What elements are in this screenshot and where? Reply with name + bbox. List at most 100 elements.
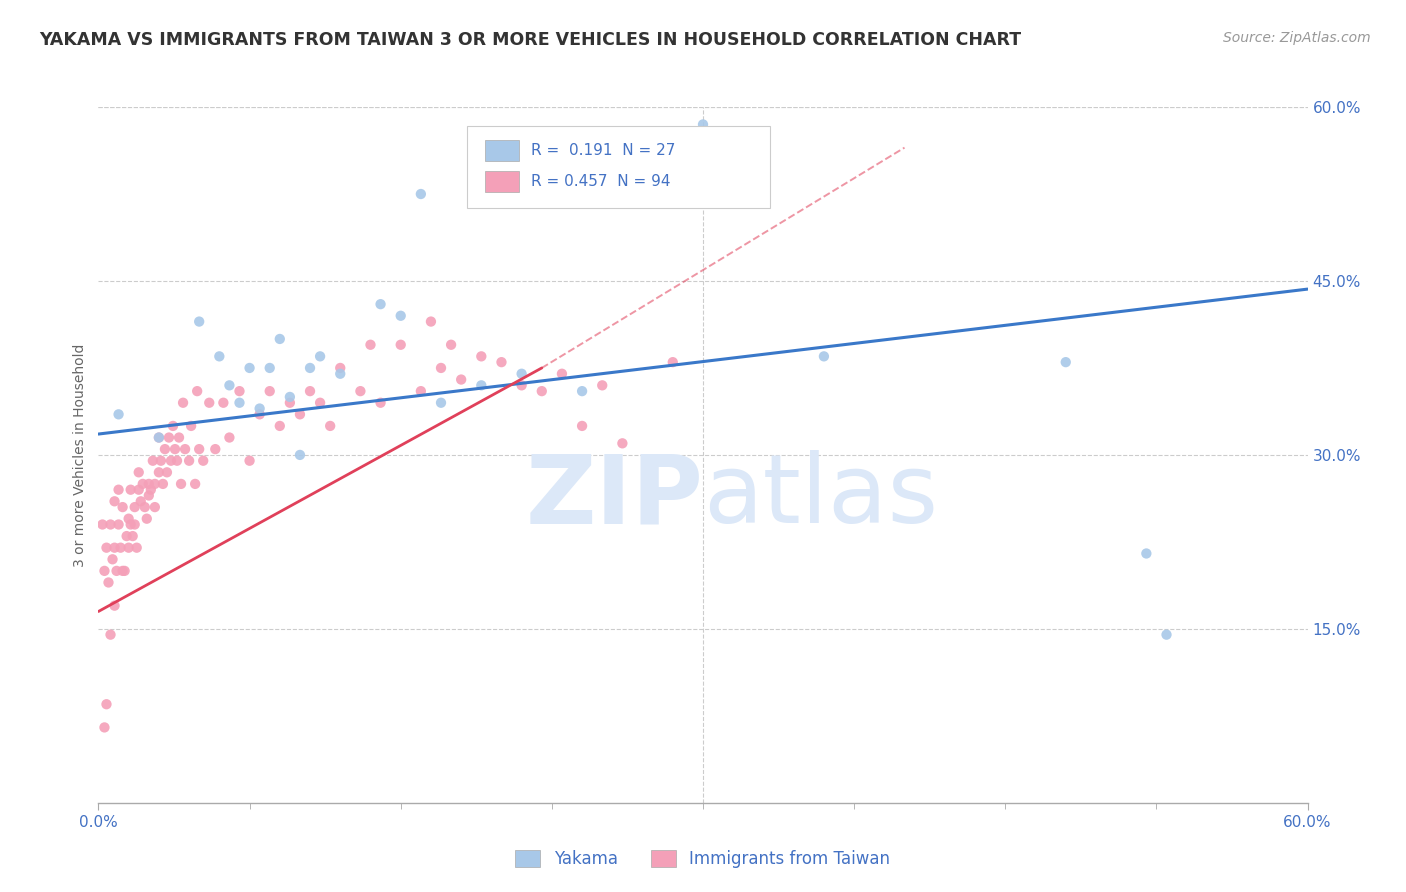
Point: [166, 453, 188, 467]
Point: [120, 483, 142, 497]
Point: [571, 384, 593, 398]
Point: [124, 517, 146, 532]
Point: [329, 367, 352, 381]
Point: [180, 418, 202, 433]
Point: [111, 564, 134, 578]
Point: [430, 396, 453, 410]
Point: [813, 349, 835, 364]
Point: [160, 453, 183, 467]
Point: [470, 378, 492, 392]
Point: [101, 552, 124, 566]
Point: [111, 500, 134, 514]
Point: [239, 453, 262, 467]
Point: [591, 378, 613, 392]
Point: [1054, 355, 1077, 369]
Point: [100, 628, 122, 642]
Point: [105, 564, 128, 578]
Point: [440, 337, 463, 351]
Point: [93, 721, 115, 735]
Y-axis label: 3 or more Vehicles in Household: 3 or more Vehicles in Household: [73, 343, 87, 566]
Point: [114, 564, 136, 578]
Point: [198, 396, 221, 410]
Point: [278, 396, 301, 410]
Point: [118, 511, 141, 525]
Point: [163, 442, 186, 456]
FancyBboxPatch shape: [485, 171, 519, 192]
Point: [103, 494, 125, 508]
Point: [103, 541, 125, 555]
Point: [186, 384, 208, 398]
Point: [278, 390, 301, 404]
Point: [228, 384, 250, 398]
Point: [299, 360, 322, 375]
Point: [349, 384, 371, 398]
FancyBboxPatch shape: [467, 126, 769, 208]
Point: [179, 453, 201, 467]
Point: [184, 476, 207, 491]
Point: [319, 418, 342, 433]
Point: [96, 698, 118, 712]
Point: [409, 384, 432, 398]
Point: [249, 401, 271, 416]
Point: [110, 541, 132, 555]
Point: [188, 442, 211, 456]
Point: [129, 494, 152, 508]
Point: [571, 418, 593, 433]
Text: atlas: atlas: [703, 450, 938, 543]
Point: [409, 186, 432, 201]
FancyBboxPatch shape: [485, 140, 519, 161]
Point: [128, 466, 150, 480]
Point: [193, 453, 215, 467]
Point: [132, 476, 155, 491]
Point: [208, 349, 231, 364]
Point: [107, 407, 129, 421]
Text: R =  0.191  N = 27: R = 0.191 N = 27: [531, 143, 676, 158]
Legend: Yakama, Immigrants from Taiwan: Yakama, Immigrants from Taiwan: [509, 843, 897, 874]
Point: [142, 453, 165, 467]
Point: [121, 529, 143, 543]
Point: [329, 360, 352, 375]
Point: [172, 396, 194, 410]
Point: [360, 337, 382, 351]
Point: [170, 476, 193, 491]
Text: YAKAMA VS IMMIGRANTS FROM TAIWAN 3 OR MORE VEHICLES IN HOUSEHOLD CORRELATION CHA: YAKAMA VS IMMIGRANTS FROM TAIWAN 3 OR MO…: [39, 31, 1022, 49]
Point: [218, 430, 240, 444]
Point: [128, 483, 150, 497]
Point: [143, 500, 166, 514]
Point: [167, 430, 190, 444]
Text: R = 0.457  N = 94: R = 0.457 N = 94: [531, 174, 671, 189]
Point: [157, 430, 180, 444]
Point: [269, 418, 291, 433]
Point: [139, 483, 162, 497]
Point: [662, 355, 685, 369]
Point: [125, 541, 148, 555]
Point: [430, 360, 453, 375]
Point: [259, 360, 281, 375]
Point: [115, 529, 138, 543]
Text: ZIP: ZIP: [524, 450, 703, 543]
Point: [389, 309, 412, 323]
Point: [134, 500, 156, 514]
Point: [299, 384, 322, 398]
Point: [135, 511, 157, 525]
Point: [530, 384, 553, 398]
Point: [269, 332, 291, 346]
Point: [249, 407, 271, 421]
Point: [491, 355, 513, 369]
Point: [204, 442, 226, 456]
Point: [148, 430, 170, 444]
Point: [228, 396, 250, 410]
Point: [148, 430, 170, 444]
Point: [1156, 628, 1178, 642]
Point: [107, 483, 129, 497]
Point: [259, 384, 281, 398]
Point: [1135, 546, 1157, 561]
Point: [612, 436, 634, 450]
Point: [309, 349, 332, 364]
Point: [212, 396, 235, 410]
Point: [420, 314, 443, 328]
Point: [692, 117, 714, 131]
Point: [120, 517, 142, 532]
Point: [510, 378, 533, 392]
Point: [93, 564, 115, 578]
